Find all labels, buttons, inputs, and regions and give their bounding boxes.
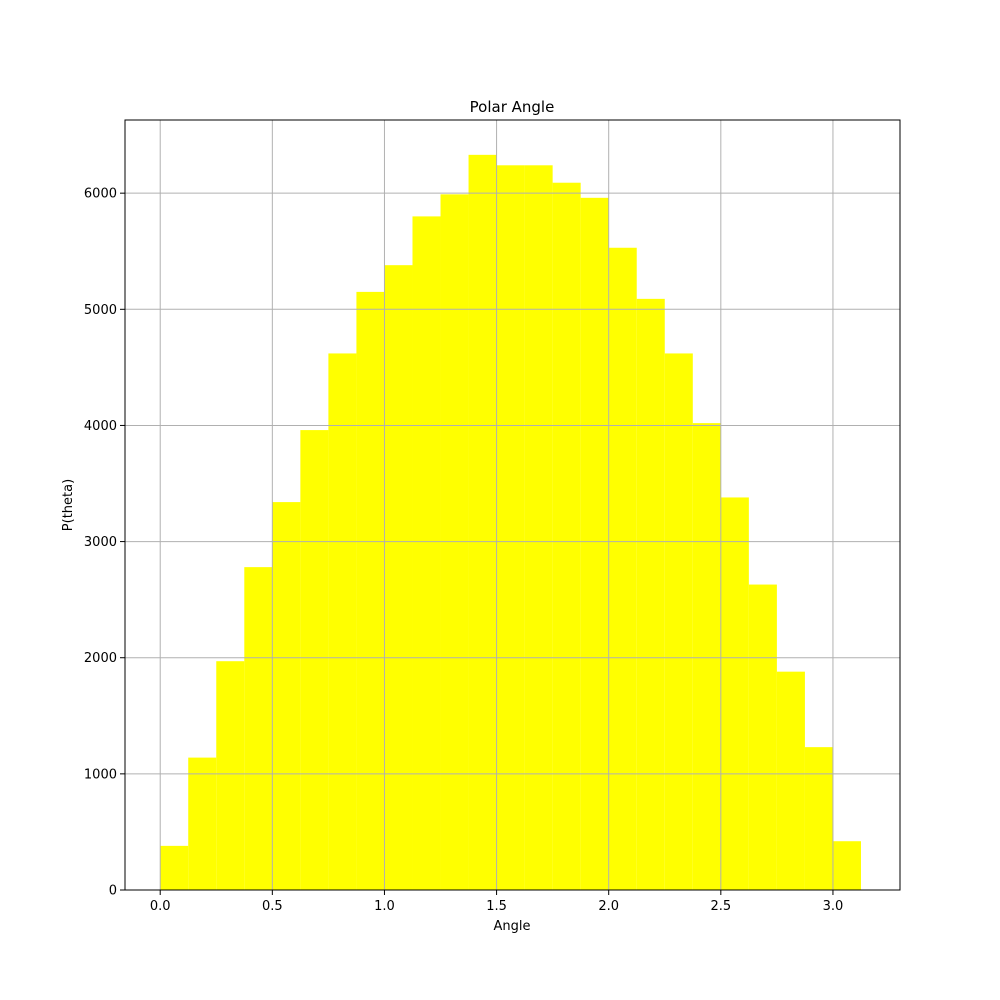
- histogram-bar: [216, 661, 245, 890]
- y-tick-label: 2000: [84, 651, 117, 666]
- histogram-bar: [748, 584, 777, 890]
- histogram-bar: [468, 154, 497, 891]
- y-tick-label: 6000: [84, 187, 117, 202]
- histogram-bar: [692, 423, 721, 890]
- histogram-bar: [160, 845, 189, 890]
- histogram-bar: [384, 265, 413, 890]
- x-axis-ticks: 0.0 0.5 1.0 1.5 2.0 2.5 3.0: [150, 890, 843, 914]
- y-tick-label: 4000: [84, 419, 117, 434]
- y-tick-label: 5000: [84, 303, 117, 318]
- histogram-bar: [804, 747, 833, 890]
- x-tick-label: 2.0: [598, 899, 619, 914]
- x-axis-label: Angle: [494, 919, 531, 934]
- histogram-bar: [832, 841, 861, 890]
- histogram-bar: [524, 165, 553, 890]
- histogram-bar: [412, 216, 441, 891]
- y-axis-ticks: 0 1000 2000 3000 4000 5000 6000: [84, 187, 125, 899]
- x-tick-label: 0.5: [262, 899, 283, 914]
- histogram-bar: [356, 291, 385, 890]
- histogram-bar: [328, 353, 357, 890]
- x-tick-label: 3.0: [823, 899, 844, 914]
- histogram-bar: [552, 182, 581, 890]
- histogram-bar: [636, 298, 665, 890]
- histogram-bar: [440, 194, 469, 891]
- histogram-bar: [664, 353, 693, 890]
- histogram-bar: [188, 757, 217, 890]
- y-axis-label: P(theta): [61, 479, 76, 531]
- histogram-bar: [580, 197, 609, 890]
- grid-lines-overlay: [125, 120, 900, 891]
- histogram-bar: [776, 671, 805, 890]
- histogram-bar: [272, 502, 301, 890]
- y-tick-label: 0: [109, 884, 117, 899]
- histogram-bars: [160, 154, 861, 891]
- histogram-bar: [720, 497, 749, 890]
- histogram-bar: [300, 430, 329, 890]
- x-tick-label: 1.5: [486, 899, 507, 914]
- plot-frame: [124, 119, 901, 891]
- histogram-bar: [244, 567, 273, 890]
- x-tick-label: 1.0: [374, 899, 395, 914]
- x-tick-label: 0.0: [150, 899, 171, 914]
- y-tick-label: 1000: [84, 767, 117, 782]
- x-tick-label: 2.5: [710, 899, 731, 914]
- histogram-bar: [608, 247, 637, 891]
- chart-title: Polar Angle: [470, 98, 555, 116]
- y-tick-label: 3000: [84, 535, 117, 550]
- histogram-bar: [496, 165, 525, 890]
